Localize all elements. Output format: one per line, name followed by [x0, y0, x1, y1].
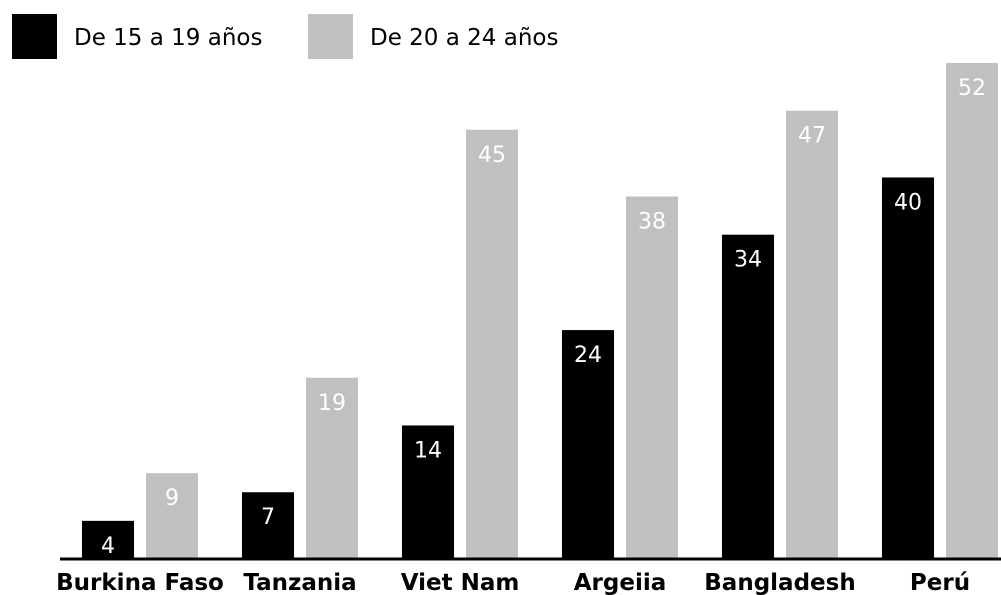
bar-perú-series-2 [946, 63, 998, 559]
value-label-viet-nam-series-1: 14 [414, 438, 442, 463]
category-label-perú: Perú [910, 570, 970, 595]
value-label-burkina-faso-series-1: 4 [101, 534, 115, 559]
value-label-bangladesh-series-2: 47 [798, 124, 826, 149]
value-label-argeiia-series-1: 24 [574, 343, 602, 368]
bar-bangladesh-series-1 [722, 234, 774, 559]
value-labels: 4 9 7 19 14 45 24 38 34 47 40 52 [101, 76, 986, 559]
category-label-bangladesh: Bangladesh [704, 570, 855, 595]
value-label-burkina-faso-series-2: 9 [165, 486, 179, 511]
value-label-bangladesh-series-1: 34 [734, 248, 762, 273]
value-label-tanzania-series-1: 7 [261, 505, 275, 530]
legend: De 15 a 19 años De 20 a 24 años [12, 14, 558, 59]
legend-swatch-series-1 [12, 14, 57, 59]
value-label-argeiia-series-2: 38 [638, 210, 666, 235]
legend-swatch-series-2 [308, 14, 353, 59]
bar-burkina-faso-series-1 [82, 520, 134, 559]
bar-argeiia-series-1 [562, 330, 614, 559]
bar-bangladesh-series-2 [786, 110, 838, 559]
value-label-tanzania-series-2: 19 [318, 391, 346, 416]
bar-argeiia-series-2 [626, 196, 678, 560]
category-labels: Burkina Faso Tanzania Viet Nam Argeiia Bangl… [56, 570, 970, 595]
value-label-perú-series-1: 40 [894, 190, 922, 215]
category-label-tanzania: Tanzania [243, 570, 356, 595]
category-label-argeiia: Argeiia [574, 570, 667, 595]
bar-tanzania-series-1 [242, 492, 294, 559]
legend-label-series-1: De 15 a 19 años [74, 25, 262, 51]
bars [82, 63, 998, 560]
bar-burkina-faso-series-2 [146, 473, 198, 559]
bar-viet-nam-series-1 [402, 425, 454, 559]
value-label-viet-nam-series-2: 45 [478, 143, 506, 168]
bar-perú-series-1 [882, 177, 934, 559]
category-label-burkina-faso: Burkina Faso [56, 570, 224, 595]
bar-tanzania-series-2 [306, 377, 358, 559]
category-label-viet-nam: Viet Nam [401, 570, 520, 595]
legend-label-series-2: De 20 a 24 años [370, 25, 558, 51]
value-label-perú-series-2: 52 [958, 76, 986, 101]
bar-viet-nam-series-2 [466, 129, 518, 559]
